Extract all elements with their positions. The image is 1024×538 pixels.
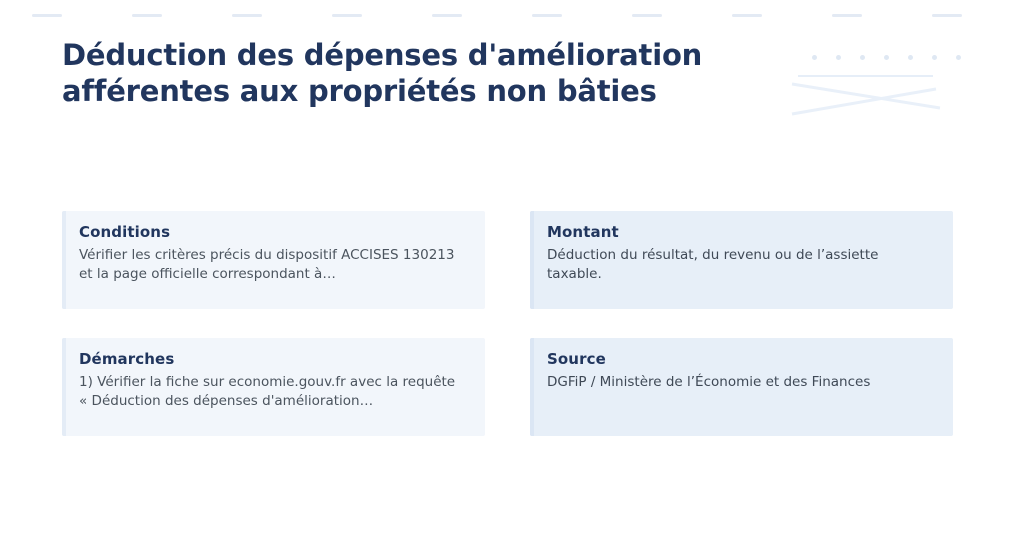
decorative-dot xyxy=(956,55,961,60)
card-accent-bar xyxy=(530,338,534,436)
card-body-montant: Déduction du résultat, du revenu ou de l… xyxy=(547,247,879,283)
card-heading-demarches: Démarches xyxy=(79,350,175,368)
card-heading-montant: Montant xyxy=(547,223,619,241)
decorative-dot xyxy=(836,55,841,60)
card-accent-bar xyxy=(530,211,534,309)
top-dashed-rule xyxy=(32,14,992,17)
card-accent-bar xyxy=(62,211,66,309)
top-dash-segment xyxy=(732,14,762,17)
top-dash-segment xyxy=(332,14,362,17)
card-body-demarches: 1) Vérifier la fiche sur economie.gouv.f… xyxy=(79,374,456,410)
decorative-dot xyxy=(908,55,913,60)
top-dash-segment xyxy=(932,14,962,17)
card-heading-conditions: Conditions xyxy=(79,223,171,241)
card-conditions: Conditions Vérifier les critères précis … xyxy=(62,211,485,309)
info-card-grid: Conditions Vérifier les critères précis … xyxy=(62,211,963,436)
card-demarches: Démarches 1) Vérifier la fiche sur econo… xyxy=(62,338,485,436)
card-montant: Montant Déduction du résultat, du revenu… xyxy=(530,211,953,309)
decorative-dot xyxy=(884,55,889,60)
card-accent-bar xyxy=(62,338,66,436)
top-dash-segment xyxy=(832,14,862,17)
card-source: Source DGFiP / Ministère de l’Économie e… xyxy=(530,338,953,436)
top-dash-segment xyxy=(532,14,562,17)
card-body-source: DGFiP / Ministère de l’Économie et des F… xyxy=(547,374,871,390)
top-dash-segment xyxy=(432,14,462,17)
decorative-dot xyxy=(860,55,865,60)
card-body-conditions: Vérifier les critères précis du disposit… xyxy=(79,247,455,283)
page-title: Déduction des dépenses d'amélioration af… xyxy=(62,38,703,108)
decorative-dot xyxy=(932,55,937,60)
decorative-dot-row xyxy=(812,55,961,60)
top-dash-segment xyxy=(132,14,162,17)
top-dash-segment xyxy=(632,14,662,17)
top-dash-segment xyxy=(232,14,262,17)
card-heading-source: Source xyxy=(547,350,606,368)
top-dash-segment xyxy=(32,14,62,17)
